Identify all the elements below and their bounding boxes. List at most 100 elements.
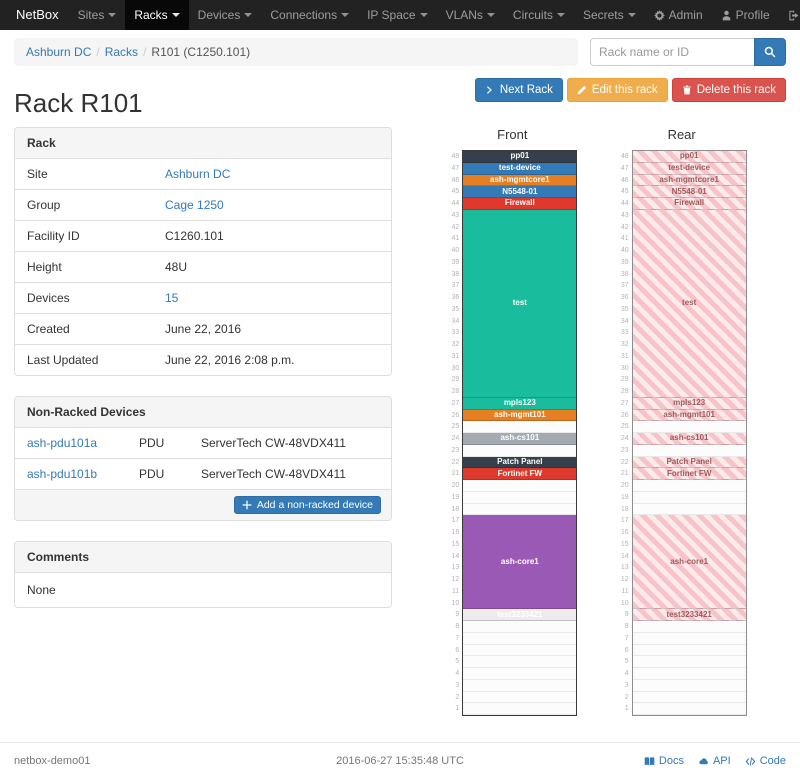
edit-rack-button[interactable]: Edit this rack	[566, 78, 668, 102]
front-unit-numbers: 48 47 46 45 44 43 42 41 40 39 38 37 36 35 34 33 32 31 30 29…	[447, 150, 462, 716]
rack-unit-number: 25	[451, 423, 460, 431]
nav-item-secrets[interactable]: Secrets	[574, 0, 645, 30]
rack-device-N5548-01[interactable]: N5548-01	[463, 186, 577, 198]
nav-item-label: Admin	[668, 8, 703, 22]
rack-device-Fortinet FW[interactable]: Fortinet FW	[632, 468, 746, 480]
rack-info-value-link[interactable]: 15	[165, 291, 179, 305]
rack-device-ash-mgmt101[interactable]: ash-mgmt101	[632, 409, 746, 422]
rack-device-Patch Panel[interactable]: Patch Panel	[463, 456, 577, 469]
rack-device-Patch Panel[interactable]: Patch Panel	[632, 456, 746, 469]
nav-item-racks[interactable]: Racks	[125, 0, 189, 30]
rack-unit-number: 26	[620, 411, 629, 419]
rack-device-ash-cs101[interactable]: ash-cs101	[463, 433, 577, 445]
rack-unit-number: 29	[620, 376, 629, 384]
rack-device-test[interactable]: test	[632, 209, 746, 398]
search-input[interactable]	[590, 38, 754, 66]
rack-unit-number: 40	[620, 247, 629, 254]
rack-unit-empty	[463, 621, 577, 633]
rack-info-value: June 22, 2016	[165, 322, 242, 336]
rack-device-mpls123[interactable]: mpls123	[632, 397, 746, 410]
next-rack-button[interactable]: Next Rack	[474, 78, 563, 102]
breadcrumb-separator: /	[143, 45, 147, 59]
nonracked-panel: Non-Racked Devices ash-pdu101a PDU ServerT…	[14, 396, 392, 521]
nonracked-device-link[interactable]: ash-pdu101a	[27, 436, 98, 450]
rack-unit-number: 30	[620, 364, 629, 372]
nav-item-admin[interactable]: Admin	[645, 0, 712, 30]
cloud-icon	[698, 756, 709, 767]
rack-unit-number: 46	[451, 176, 460, 184]
rack-unit-number: 24	[620, 435, 629, 442]
rack-info-value: 48U	[165, 260, 188, 274]
footer-link-code[interactable]: Code	[745, 755, 786, 767]
rack-unit-number: 44	[620, 200, 629, 207]
rack-device-test3233421[interactable]: test3233421	[463, 609, 577, 621]
rack-unit-number: 14	[620, 552, 629, 560]
rack-device-pp01[interactable]: pp01	[463, 151, 577, 163]
rack-unit-empty	[463, 491, 577, 504]
rack-info-row: Site Ashburn DC	[15, 159, 391, 189]
nav-item-connections[interactable]: Connections	[261, 0, 358, 30]
chevron-down-icon	[486, 13, 495, 17]
nonracked-device-row: ash-pdu101b PDU ServerTech CW-48VDX411	[15, 458, 391, 489]
rack-info-value-link[interactable]: Cage 1250	[165, 198, 224, 212]
rack-device-Firewall[interactable]: Firewall	[632, 198, 746, 210]
chevron-down-icon	[108, 13, 117, 17]
nav-item-sites[interactable]: Sites	[69, 0, 126, 30]
footer-link-docs[interactable]: Docs	[644, 755, 684, 767]
rack-device-test-device[interactable]: test-device	[632, 162, 746, 175]
nav-item-circuits[interactable]: Circuits	[504, 0, 574, 30]
rack-unit-number: 45	[451, 188, 460, 196]
rack-unit-number: 34	[620, 317, 629, 325]
rack-unit-number: 43	[451, 211, 460, 219]
rack-unit-empty	[632, 632, 746, 645]
rack-device-Fortinet FW[interactable]: Fortinet FW	[463, 468, 577, 480]
rack-unit-number: 5	[624, 658, 629, 666]
add-nonracked-device-button[interactable]: Add a non-racked device	[233, 496, 381, 514]
rack-unit-empty	[632, 668, 746, 680]
rack-unit-number: 39	[620, 258, 629, 266]
rack-info-value: Cage 1250	[153, 190, 391, 220]
rack-unit-number: 43	[620, 211, 629, 219]
rack-device-pp01[interactable]: pp01	[632, 151, 746, 163]
search-button[interactable]	[754, 38, 786, 66]
rack-unit-number: 46	[620, 176, 629, 184]
nav-item-log-out[interactable]: Log out	[779, 0, 800, 30]
delete-rack-button[interactable]: Delete this rack	[671, 78, 786, 102]
rack-device-ash-mgmt101[interactable]: ash-mgmt101	[463, 409, 577, 422]
nonracked-device-link[interactable]: ash-pdu101b	[27, 467, 98, 481]
rack-device-ash-core1[interactable]: ash-core1	[463, 515, 577, 610]
rack-unit-number: 36	[620, 294, 629, 301]
rack-device-ash-core1[interactable]: ash-core1	[632, 515, 746, 610]
rack-unit-number: 7	[455, 634, 460, 642]
nav-item-ip-space[interactable]: IP Space	[358, 0, 436, 30]
nav-item-vlans[interactable]: VLANs	[437, 0, 504, 30]
rack-unit-number: 23	[451, 446, 460, 454]
rack-device-test-device[interactable]: test-device	[463, 162, 577, 175]
rack-unit-number: 44	[451, 200, 460, 207]
rack-info-value-link[interactable]: Ashburn DC	[165, 167, 231, 181]
edit-rack-label: Edit this rack	[591, 84, 658, 96]
rack-info-value: June 22, 2016 2:08 p.m.	[165, 353, 295, 367]
rack-unit-number: 38	[620, 270, 629, 278]
rack-unit-number: 13	[451, 564, 460, 572]
nav-item-devices[interactable]: Devices	[189, 0, 262, 30]
rack-device-ash-mgmtcore1[interactable]: ash-mgmtcore1	[463, 174, 577, 187]
rack-unit-number: 33	[620, 329, 629, 337]
rack-unit-number: 47	[451, 164, 460, 172]
rack-device-test3233421[interactable]: test3233421	[632, 609, 746, 621]
rack-device-test[interactable]: test	[463, 209, 577, 398]
nav-item-profile[interactable]: Profile	[712, 0, 779, 30]
rack-unit-number: 19	[620, 493, 629, 501]
rack-device-N5548-01[interactable]: N5548-01	[632, 186, 746, 198]
rack-device-ash-mgmtcore1[interactable]: ash-mgmtcore1	[632, 174, 746, 187]
rack-unit-empty	[632, 444, 746, 457]
breadcrumb-item[interactable]: Racks	[104, 45, 139, 59]
rack-unit-number: 5	[455, 658, 460, 666]
breadcrumb-item[interactable]: Ashburn DC	[26, 45, 92, 59]
footer-link-api[interactable]: API	[698, 755, 731, 767]
rack-device-ash-cs101[interactable]: ash-cs101	[632, 433, 746, 445]
rack-device-Firewall[interactable]: Firewall	[463, 198, 577, 210]
rack-device-mpls123[interactable]: mpls123	[463, 397, 577, 410]
rack-unit-number: 11	[452, 587, 460, 595]
app-brand[interactable]: NetBox	[16, 7, 59, 22]
